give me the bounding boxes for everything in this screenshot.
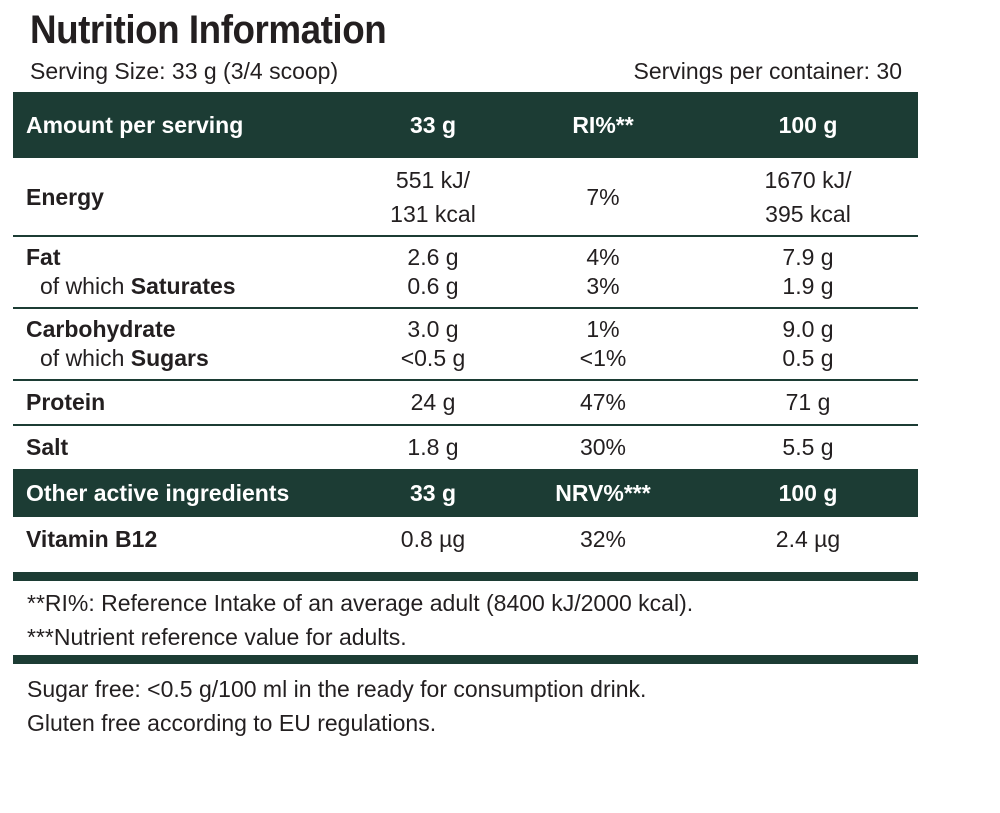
- energy-per-100g-kj: 1670 kJ/: [764, 166, 852, 193]
- salt-per-100g: 5.5 g: [782, 434, 834, 460]
- table-row-sugars: of which Sugars <0.5 g <1% 0.5 g: [13, 344, 918, 380]
- sugars-per-100g: 0.5 g: [782, 345, 834, 371]
- vitamin-per-100g: 2.4 µg: [775, 525, 841, 552]
- header2-label: Other active ingredients: [26, 479, 290, 506]
- separator-bar: [13, 572, 918, 581]
- vitamin-label: Vitamin B12: [26, 525, 158, 552]
- header-per-100g: 100 g: [778, 111, 838, 138]
- header2-per-serving: 33 g: [409, 479, 457, 506]
- vitamin-nrv: 32%: [579, 525, 627, 552]
- sugars-per-serving: <0.5 g: [400, 345, 466, 371]
- note-gluten-free: Gluten free according to EU regulations.: [27, 710, 437, 736]
- carbohydrate-ri: 1%: [586, 316, 620, 342]
- header2-per-100g: 100 g: [778, 479, 838, 506]
- sugars-prefix: of which: [40, 345, 131, 371]
- header-per-serving: 33 g: [409, 111, 457, 138]
- sugars-ri: <1%: [579, 345, 627, 371]
- table-row-fat: Fat 2.6 g 4% 7.9 g: [13, 236, 918, 272]
- fat-per-100g: 7.9 g: [782, 244, 834, 270]
- header-ri: RI%**: [572, 111, 634, 138]
- saturates-ri: 3%: [586, 273, 620, 299]
- header2-nrv: NRV%***: [555, 479, 651, 506]
- fat-label: Fat: [26, 244, 61, 270]
- saturates-label: of which Saturates: [13, 272, 358, 308]
- footnote-nrv: ***Nutrient reference value for adults.: [27, 624, 407, 650]
- salt-ri: 30%: [579, 434, 627, 460]
- sugars-name: Sugars: [130, 345, 209, 371]
- table-row-energy: Energy 551 kJ/ 131 kcal 7% 1670 kJ/ 395 …: [13, 158, 918, 236]
- servings-per-container: Servings per container: 30: [633, 58, 903, 84]
- carbohydrate-per-100g: 9.0 g: [782, 316, 834, 342]
- salt-label: Salt: [26, 434, 69, 460]
- note-sugar-free: Sugar free: <0.5 g/100 ml in the ready f…: [27, 676, 647, 702]
- table-header-row: Amount per serving 33 g RI%** 100 g: [13, 92, 918, 158]
- salt-per-serving: 1.8 g: [407, 434, 459, 460]
- saturates-per-serving: 0.6 g: [407, 273, 459, 299]
- carbohydrate-label: Carbohydrate: [26, 316, 176, 342]
- carbohydrate-per-serving: 3.0 g: [407, 316, 459, 342]
- energy-per-serving-kcal: 131 kcal: [390, 200, 476, 227]
- separator-bar: [13, 655, 918, 664]
- energy-per-serving: 551 kJ/ 131 kcal: [358, 158, 508, 236]
- energy-per-serving-kj: 551 kJ/: [395, 166, 471, 193]
- energy-per-100g: 1670 kJ/ 395 kcal: [698, 158, 918, 236]
- sugars-label: of which Sugars: [13, 344, 358, 380]
- energy-per-100g-kcal: 395 kcal: [765, 200, 851, 227]
- saturates-name: Saturates: [130, 273, 236, 299]
- serving-size: Serving Size: 33 g (3/4 scoop): [30, 58, 339, 84]
- protein-per-100g: 71 g: [785, 389, 831, 415]
- page-title: Nutrition Information: [30, 8, 387, 52]
- nutrition-table: Amount per serving 33 g RI%** 100 g Ener…: [13, 92, 918, 561]
- energy-label: Energy: [26, 183, 104, 210]
- fat-ri: 4%: [586, 244, 620, 270]
- table-row-protein: Protein 24 g 47% 71 g: [13, 380, 918, 425]
- saturates-prefix: of which: [40, 273, 131, 299]
- footnote-ri: **RI%: Reference Intake of an average ad…: [27, 590, 694, 616]
- energy-ri: 7%: [586, 183, 620, 210]
- vitamin-per-serving: 0.8 µg: [400, 525, 466, 552]
- protein-label: Protein: [26, 389, 106, 415]
- protein-per-serving: 24 g: [410, 389, 456, 415]
- fat-per-serving: 2.6 g: [407, 244, 459, 270]
- saturates-per-100g: 1.9 g: [782, 273, 834, 299]
- table-header-row-other: Other active ingredients 33 g NRV%*** 10…: [13, 469, 918, 517]
- table-row-carbohydrate: Carbohydrate 3.0 g 1% 9.0 g: [13, 308, 918, 344]
- table-row-salt: Salt 1.8 g 30% 5.5 g: [13, 425, 918, 469]
- header-label: Amount per serving: [26, 111, 244, 138]
- protein-ri: 47%: [579, 389, 627, 415]
- table-row-vitamin-b12: Vitamin B12 0.8 µg 32% 2.4 µg: [13, 517, 918, 561]
- table-row-saturates: of which Saturates 0.6 g 3% 1.9 g: [13, 272, 918, 308]
